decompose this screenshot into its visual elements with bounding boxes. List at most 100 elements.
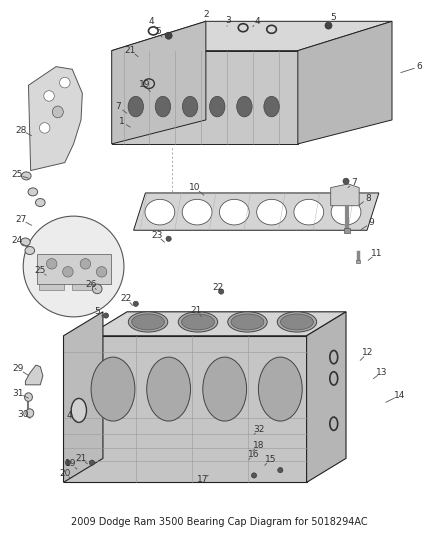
Text: 9: 9: [368, 219, 374, 227]
Polygon shape: [331, 184, 359, 206]
Polygon shape: [134, 193, 379, 230]
Text: 4: 4: [255, 17, 260, 26]
Text: 12: 12: [362, 349, 374, 357]
Text: 30: 30: [17, 410, 28, 419]
Ellipse shape: [258, 357, 302, 421]
Ellipse shape: [147, 357, 191, 421]
Text: 4: 4: [67, 411, 72, 420]
Circle shape: [44, 91, 54, 101]
Circle shape: [23, 216, 124, 317]
Circle shape: [325, 22, 332, 29]
Ellipse shape: [28, 188, 38, 196]
Ellipse shape: [237, 96, 252, 117]
Polygon shape: [307, 312, 346, 482]
Text: 21: 21: [75, 454, 87, 463]
Ellipse shape: [35, 199, 45, 207]
Ellipse shape: [294, 199, 324, 225]
Polygon shape: [88, 312, 346, 336]
Ellipse shape: [25, 246, 35, 255]
Circle shape: [46, 259, 57, 269]
Polygon shape: [112, 21, 206, 144]
Circle shape: [103, 313, 109, 318]
Text: 25: 25: [12, 171, 23, 179]
Circle shape: [96, 266, 107, 277]
Bar: [344, 228, 350, 233]
Text: 19: 19: [139, 80, 150, 88]
Ellipse shape: [21, 172, 31, 180]
Text: 19: 19: [65, 459, 77, 468]
Ellipse shape: [21, 238, 30, 246]
Text: 28: 28: [15, 126, 27, 134]
Text: 4: 4: [148, 17, 154, 26]
Ellipse shape: [92, 284, 102, 294]
Text: 21: 21: [125, 46, 136, 55]
Polygon shape: [25, 365, 43, 385]
Text: 13: 13: [376, 368, 388, 376]
Ellipse shape: [280, 314, 314, 330]
Ellipse shape: [203, 357, 247, 421]
Circle shape: [65, 460, 71, 465]
Circle shape: [133, 301, 138, 306]
Ellipse shape: [182, 96, 198, 117]
Circle shape: [166, 236, 171, 241]
Ellipse shape: [181, 314, 215, 330]
Text: 1: 1: [119, 117, 125, 126]
Text: 8: 8: [365, 194, 371, 203]
Text: 24: 24: [11, 237, 22, 245]
Bar: [37, 254, 111, 284]
Ellipse shape: [128, 96, 144, 117]
Text: 7: 7: [115, 102, 121, 111]
Circle shape: [39, 123, 50, 133]
Text: 10: 10: [189, 183, 201, 192]
Text: 25: 25: [35, 266, 46, 275]
Bar: [39, 282, 64, 290]
Ellipse shape: [128, 312, 168, 332]
Ellipse shape: [91, 357, 135, 421]
Text: 5: 5: [155, 28, 161, 36]
Polygon shape: [298, 21, 392, 144]
Text: 16: 16: [248, 450, 260, 458]
Polygon shape: [64, 336, 307, 482]
Ellipse shape: [331, 199, 361, 225]
Ellipse shape: [277, 312, 317, 332]
Bar: [356, 260, 360, 263]
Text: 5: 5: [94, 308, 100, 316]
Text: 5: 5: [330, 13, 336, 21]
Ellipse shape: [257, 199, 286, 225]
Text: 23: 23: [151, 231, 162, 240]
Text: 22: 22: [212, 284, 224, 292]
Circle shape: [60, 77, 70, 88]
Text: 15: 15: [265, 455, 276, 464]
Bar: [39, 270, 64, 279]
Polygon shape: [28, 67, 82, 171]
Ellipse shape: [231, 314, 264, 330]
Polygon shape: [112, 51, 298, 144]
Ellipse shape: [155, 96, 171, 117]
Circle shape: [251, 473, 257, 478]
Circle shape: [89, 460, 95, 465]
Text: 14: 14: [394, 391, 405, 400]
Ellipse shape: [182, 199, 212, 225]
Text: 31: 31: [13, 389, 24, 398]
Circle shape: [165, 32, 172, 39]
Text: 29: 29: [13, 365, 24, 373]
Circle shape: [219, 289, 224, 294]
Bar: [72, 259, 96, 267]
Circle shape: [80, 259, 91, 269]
Ellipse shape: [145, 199, 175, 225]
Text: 6: 6: [417, 62, 423, 71]
Circle shape: [63, 266, 73, 277]
Ellipse shape: [264, 96, 279, 117]
Ellipse shape: [26, 409, 34, 417]
Bar: [72, 282, 96, 290]
Ellipse shape: [209, 96, 225, 117]
Polygon shape: [112, 21, 392, 51]
Ellipse shape: [25, 393, 32, 401]
Text: 32: 32: [254, 425, 265, 433]
Ellipse shape: [131, 314, 165, 330]
Bar: [39, 259, 64, 267]
Text: 20: 20: [59, 469, 71, 478]
Ellipse shape: [53, 106, 63, 118]
Ellipse shape: [219, 199, 249, 225]
Bar: [72, 270, 96, 279]
